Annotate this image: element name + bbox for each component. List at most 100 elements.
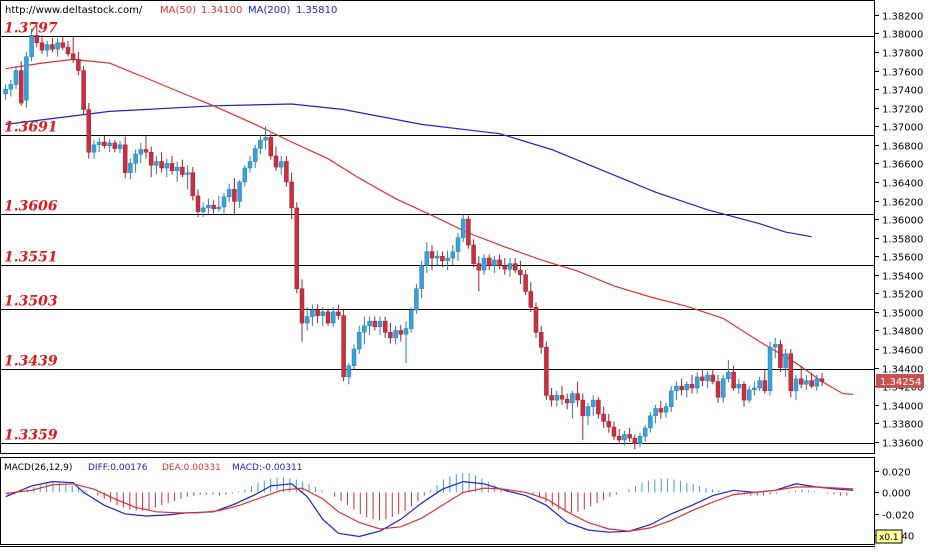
candle-31 [164, 158, 170, 178]
candle-body [8, 84, 14, 90]
candle-body [408, 309, 414, 329]
candle-body [263, 137, 268, 141]
price-tick-label-17: 1.34800 [882, 327, 923, 338]
candle-98 [512, 258, 518, 273]
candle-72 [377, 316, 383, 336]
candle-86 [450, 245, 456, 266]
candle-body [642, 427, 648, 437]
candle-body [720, 378, 726, 398]
candle-body [377, 320, 383, 328]
candle-97 [507, 258, 513, 277]
candle-152 [793, 375, 799, 401]
candle-body [518, 269, 523, 276]
candle-body [154, 161, 159, 166]
level-label-3: 1.3551 [4, 250, 58, 266]
candle-30 [159, 152, 164, 173]
ma200-value: 1.35810 [296, 5, 337, 16]
candle-body [689, 384, 695, 389]
candle-110 [575, 381, 580, 407]
scale-multiplier-box [875, 529, 903, 544]
price-tick-label-8: 1.36600 [882, 160, 923, 171]
candle-body [575, 393, 580, 401]
candle-body [736, 384, 742, 389]
candlesticks [3, 24, 825, 450]
candle-body [341, 315, 346, 378]
candle-body [258, 139, 263, 149]
macd-tick-label-1: 0.000 [882, 489, 911, 500]
candle-body [741, 384, 747, 401]
price-tick-label-3: 1.37600 [882, 68, 923, 79]
scale-multiplier-label: x0.1 [879, 533, 899, 543]
macd-tick-label-2: -0.020 [882, 511, 914, 522]
candle-59 [310, 304, 315, 326]
candle-50 [263, 126, 268, 150]
candle-5 [29, 28, 34, 62]
candle-0 [3, 84, 8, 101]
ma200-line [5, 103, 812, 238]
candle-121 [632, 434, 638, 450]
candle-26 [138, 142, 144, 164]
candle-body [481, 257, 487, 271]
candle-body [632, 437, 638, 444]
macd-indicator [5, 473, 854, 538]
candle-body [237, 181, 242, 202]
candle-82 [429, 245, 435, 271]
candle-body [330, 311, 336, 324]
candle-body [429, 251, 435, 259]
candle-10 [55, 38, 60, 57]
candle-body [351, 348, 357, 366]
candle-body [497, 259, 502, 266]
candle-4 [24, 51, 29, 108]
macd-value-label: MACD:-0.00311 [232, 463, 302, 473]
candle-body [757, 380, 762, 389]
candle-64 [336, 304, 341, 320]
main-plot-frame [0, 0, 875, 454]
candle-body [169, 163, 175, 172]
price-tick-label-12: 1.35800 [882, 235, 923, 246]
candle-body [419, 265, 424, 289]
candle-body [403, 328, 409, 335]
candle-body [143, 149, 149, 153]
candle-25 [133, 149, 138, 173]
price-tick-label-23: 1.33600 [882, 439, 923, 450]
candle-body [122, 144, 128, 173]
candle-body [13, 70, 19, 85]
candle-body [96, 141, 102, 146]
support-resistance-lines [0, 36, 875, 444]
candle-134 [700, 369, 705, 387]
candle-body [34, 35, 40, 43]
candle-133 [694, 372, 700, 394]
candle-body [700, 376, 705, 381]
candle-93 [486, 254, 492, 271]
candle-body [731, 371, 736, 389]
candle-32 [169, 155, 175, 175]
candle-120 [627, 427, 632, 442]
candle-40 [211, 200, 216, 214]
candle-body [185, 172, 190, 175]
candle-body [679, 385, 684, 391]
candle-body [24, 56, 29, 101]
ma50-label: MA(50) [160, 5, 196, 16]
candle-128 [668, 386, 674, 413]
macd-tick-label-0: 0.020 [882, 468, 911, 479]
candle-147 [767, 341, 773, 396]
candle-body [128, 163, 133, 173]
candle-body [705, 374, 710, 381]
candle-body [284, 161, 289, 183]
candle-21 [112, 140, 118, 153]
candle-100 [523, 270, 528, 296]
candle-body [559, 395, 565, 400]
macd-diff-line [5, 480, 854, 538]
candle-91 [476, 256, 482, 292]
candle-28 [148, 146, 154, 178]
candle-154 [804, 375, 809, 390]
candle-body [726, 371, 731, 379]
candle-69 [362, 316, 367, 345]
price-tick-label-5: 1.37200 [882, 105, 923, 116]
candle-15 [81, 65, 86, 116]
candle-63 [330, 307, 336, 327]
candle-body [159, 161, 164, 169]
candle-45 [237, 180, 242, 208]
candle-76 [398, 324, 404, 342]
candle-140 [731, 365, 736, 391]
